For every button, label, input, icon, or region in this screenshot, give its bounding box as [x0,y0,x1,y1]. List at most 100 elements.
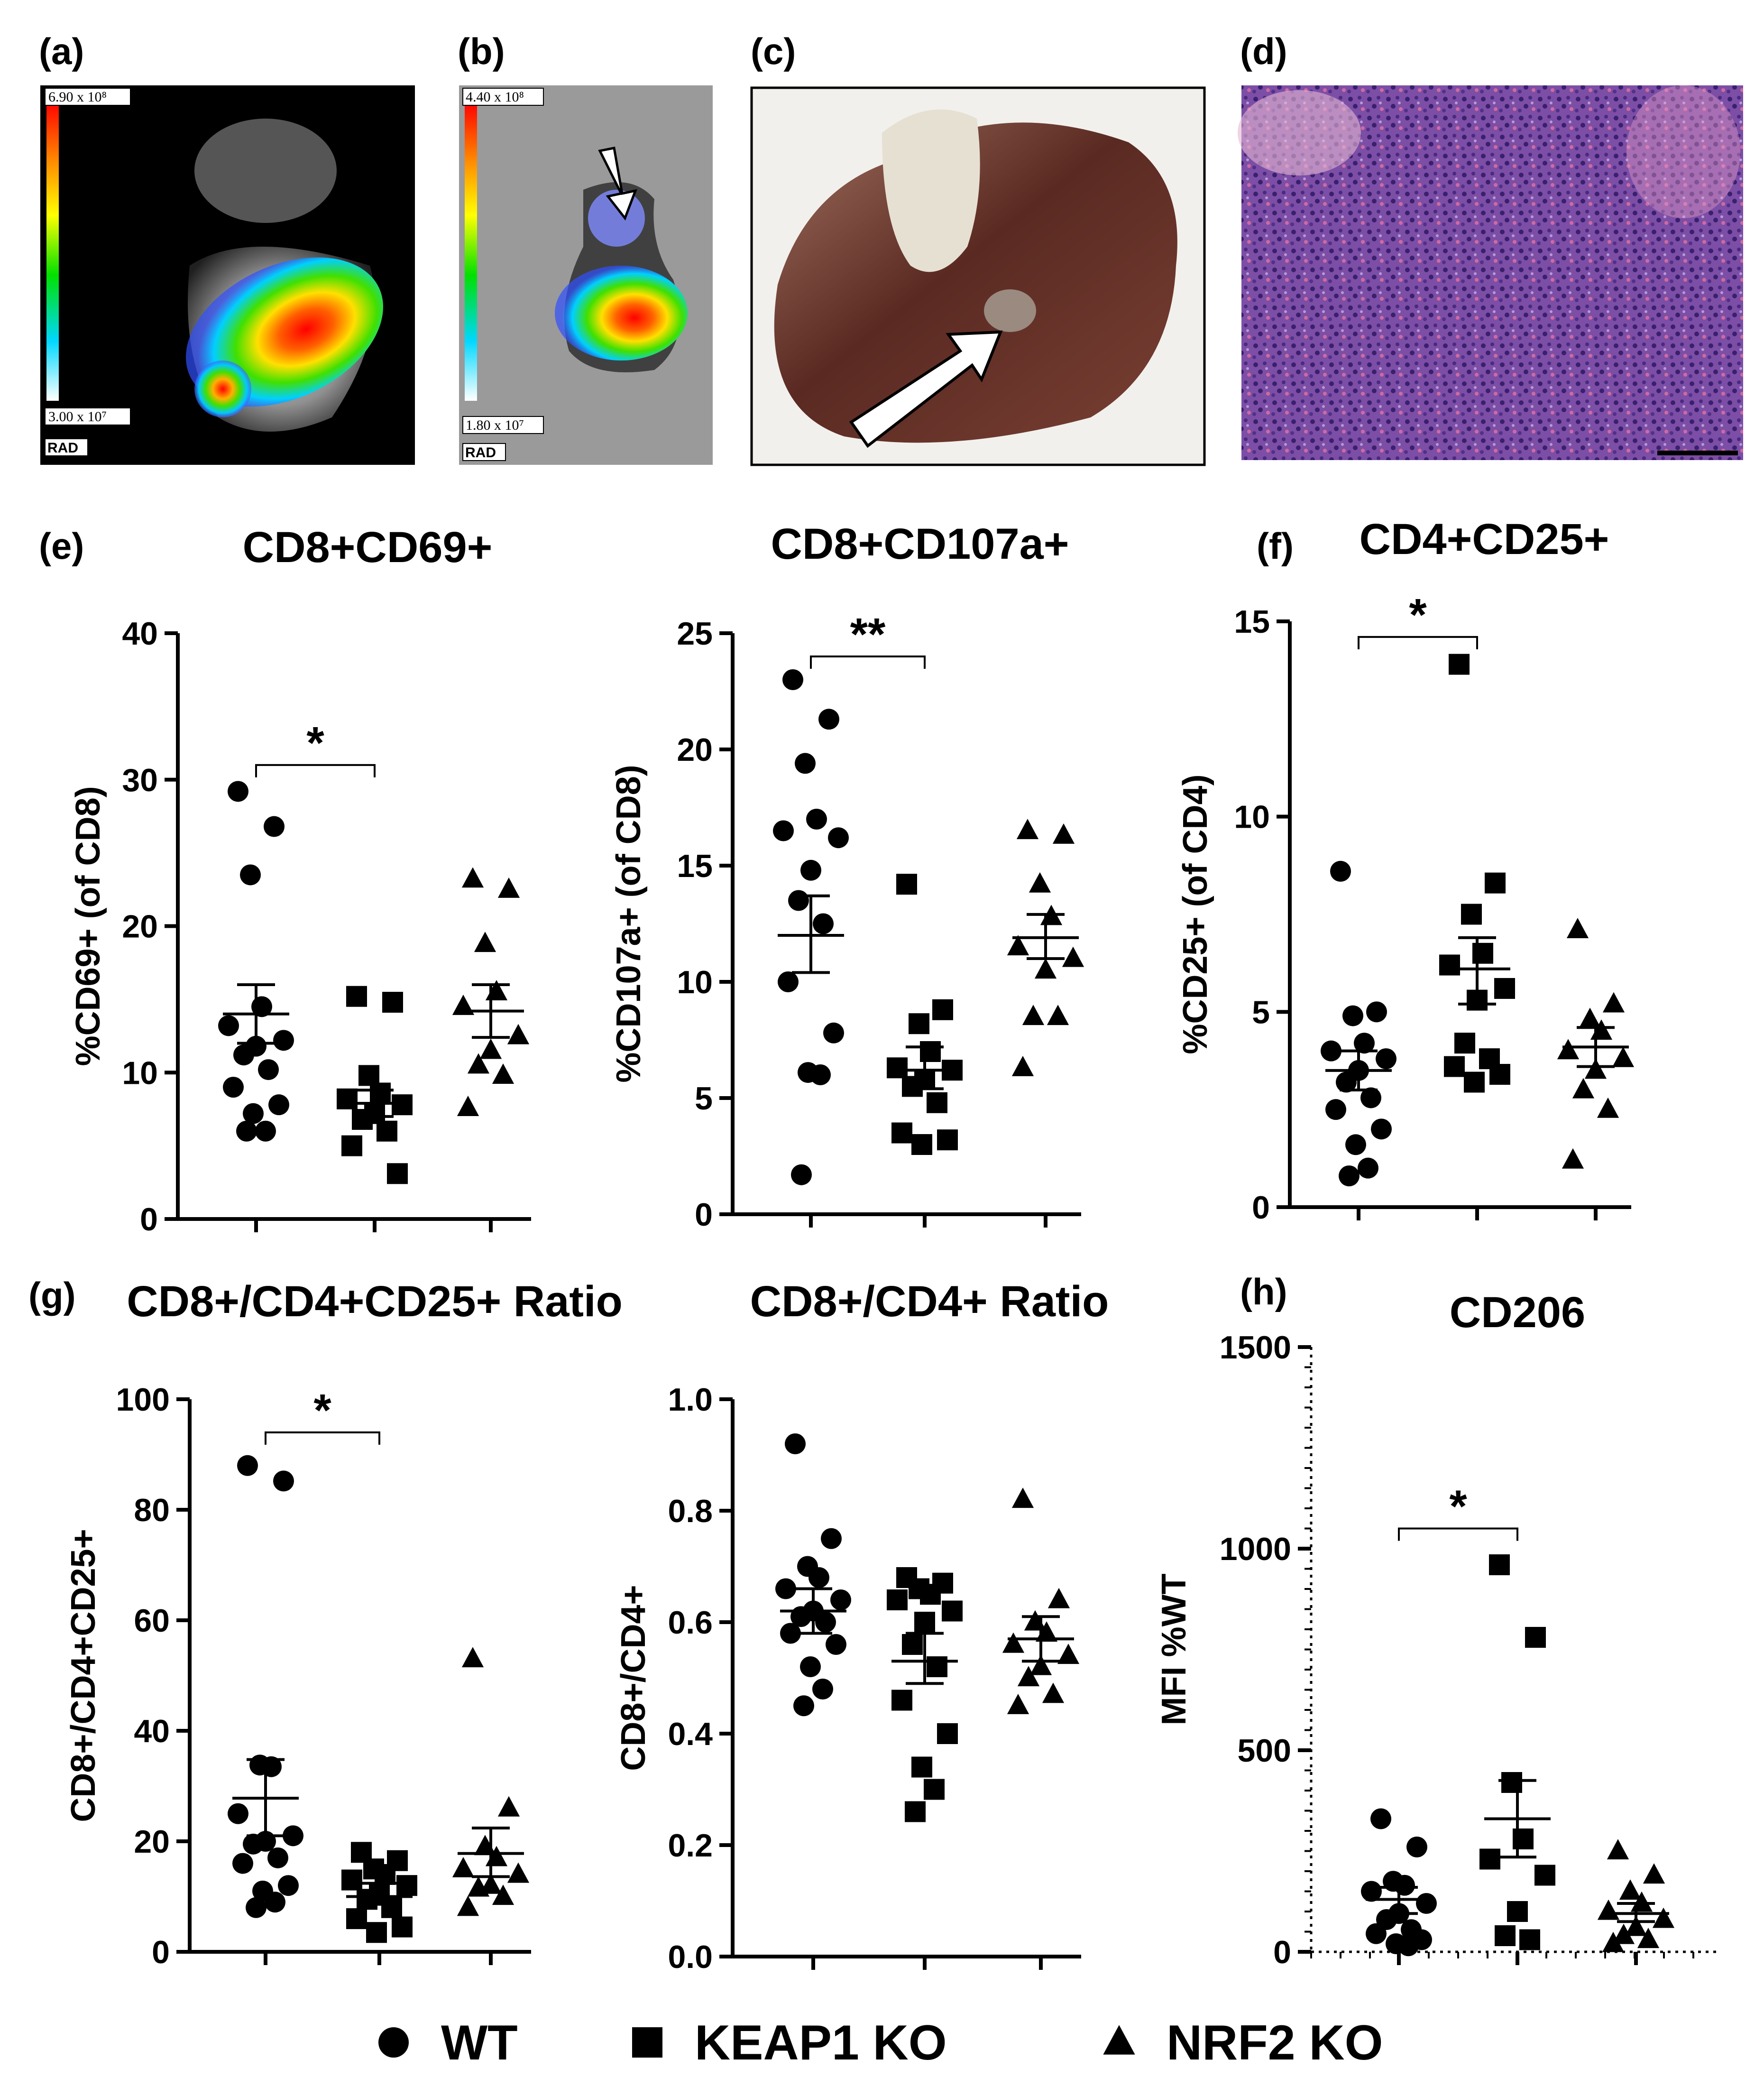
data-point-nrf2-ko [507,1024,530,1044]
data-point-wt [818,709,839,730]
data-point-nrf2-ko [492,1063,514,1084]
panel-f-label: (f) [1257,525,1294,567]
data-point-keap1-ko [937,1129,958,1151]
legend-label: NRF2 KO [1167,2015,1383,2070]
data-point-keap1-ko [381,1897,402,1918]
chart-cd8-cd4cd25-ratio: CD8+/CD4+CD25+ Ratio CD8+/CD4+CD25+ 0 20 40 6… [64,1277,623,1970]
colorbar-min-box-a [45,407,131,425]
legend: WT KEAP1 KO NRF2 KO [378,2015,1383,2070]
data-point-wt [268,1094,289,1116]
y-tick-label: 1.0 [668,1382,713,1418]
data-point-wt [228,1803,248,1824]
data-point-nrf2-ko [485,980,508,1001]
significance-stars: * [306,718,324,768]
panel-b-label: (b) [458,30,505,72]
data-point-nrf2-ko [1619,1879,1642,1900]
data-point-wt [813,913,834,934]
data-point-keap1-ko [942,1600,963,1622]
data-point-nrf2-ko [1637,1928,1660,1948]
y-tick-label: 15 [677,848,713,884]
data-point-wt [780,1623,801,1644]
data-point-nrf2-ko [1007,935,1029,956]
data-point-keap1-ko [902,1634,923,1655]
data-point-keap1-ko [1513,1828,1534,1849]
significance-bracket [1398,1527,1518,1541]
mouse-body-a [194,119,337,223]
data-point-wt [267,1847,288,1868]
data-point-keap1-ko [891,1122,912,1144]
data-point-wt [1406,1837,1427,1857]
data-point-keap1-ko [927,1092,947,1113]
data-point-nrf2-ko [1052,823,1075,844]
data-point-keap1-ko [1479,1848,1500,1870]
data-point-nrf2-ko [461,1647,484,1668]
y-axis-label: %CD69+ (of CD8) [69,786,107,1066]
data-point-keap1-ko [1507,1901,1528,1922]
y-tick-label: 500 [1238,1733,1291,1769]
colorbar-a [46,102,59,401]
data-point-keap1-ko [914,1612,935,1633]
data-point-keap1-ko [924,1779,945,1800]
data-point-wt [1366,1923,1387,1944]
data-point-keap1-ko [392,1916,413,1938]
data-point-nrf2-ko [1612,1923,1635,1944]
data-point-wt [273,1470,294,1492]
chart-cd8-cd69: CD8+CD69+ %CD69+ (of CD8) 0 10 20 30 40 * [69,523,531,1237]
data-point-wt [823,1022,844,1044]
panel-d: (d) [1238,30,1743,460]
y-axis-label: MFI %WT [1155,1574,1193,1726]
data-point-nrf2-ko [1029,872,1051,893]
y-tick-label: 10 [122,1055,158,1091]
data-point-wt [233,1044,254,1066]
chart-cd8-cd4-ratio: CD8+/CD4+ Ratio CD8+/CD4+ 0.0 0.2 0.4 0.6 0.8 1… [615,1277,1109,1975]
data-point-keap1-ko [937,1723,958,1744]
data-point-keap1-ko [911,1756,932,1778]
data-point-keap1-ko [887,1589,908,1610]
data-point-keap1-ko [1454,1033,1475,1054]
legend-label: WT [441,2015,518,2070]
data-point-wt [1366,1001,1387,1023]
y-tick-label: 40 [122,616,158,652]
data-point-wt [246,1897,266,1918]
data-point-wt [791,1164,812,1185]
y-tick-label: 0 [152,1934,170,1970]
y-tick-label: 5 [1252,994,1270,1030]
y-axis-label: %CD25+ (of CD4) [1176,774,1214,1054]
y-tick-label: 15 [1234,604,1270,640]
y-tick-label: 5 [695,1080,713,1117]
data-point-nrf2-ko [1047,1005,1069,1025]
data-point-wt [1398,1935,1419,1957]
data-point-wt [830,1589,851,1610]
tumor-signal-a2 [194,360,251,417]
data-point-wt [806,809,827,830]
y-tick-label: 60 [134,1603,170,1639]
data-point-wt [1370,1808,1391,1829]
significance-stars: ** [850,609,886,660]
y-axis-label: CD8+/CD4+CD25+ [64,1529,102,1822]
data-point-keap1-ko [920,1584,941,1605]
data-point-wt [1321,1040,1341,1062]
y-axis-label: %CD107a+ (of CD8) [610,765,648,1082]
data-point-nrf2-ko [1057,1644,1080,1664]
y-tick-label: 0 [140,1201,158,1237]
chart-title: CD8+/CD4+ Ratio [750,1277,1109,1326]
data-point-nrf2-ko [1062,946,1084,967]
data-point-wt [218,1015,239,1036]
data-point-keap1-ko [1501,1772,1522,1793]
data-point-keap1-ko [1525,1627,1546,1648]
chart-title: CD8+/CD4+CD25+ Ratio [127,1277,623,1326]
data-point-wt [1342,1005,1363,1026]
data-point-nrf2-ko [1566,918,1589,939]
data-point-wt [1325,1099,1346,1120]
data-point-keap1-ko [377,1120,397,1142]
significance-stars: * [313,1385,331,1436]
chart-cd4-cd25: CD4+CD25+ %CD25+ (of CD4) 0 5 10 15 * [1176,515,1635,1226]
data-point-keap1-ko [905,1801,926,1822]
data-point-wt [223,1077,244,1098]
data-point-keap1-ko [891,1690,912,1711]
y-tick-label: 0.6 [668,1605,713,1641]
y-tick-label: 25 [677,616,713,652]
data-point-nrf2-ko [1047,1588,1070,1608]
chart-cd206: CD206 MFI %WT 0 500 1000 1500 * [1155,1288,1719,1970]
